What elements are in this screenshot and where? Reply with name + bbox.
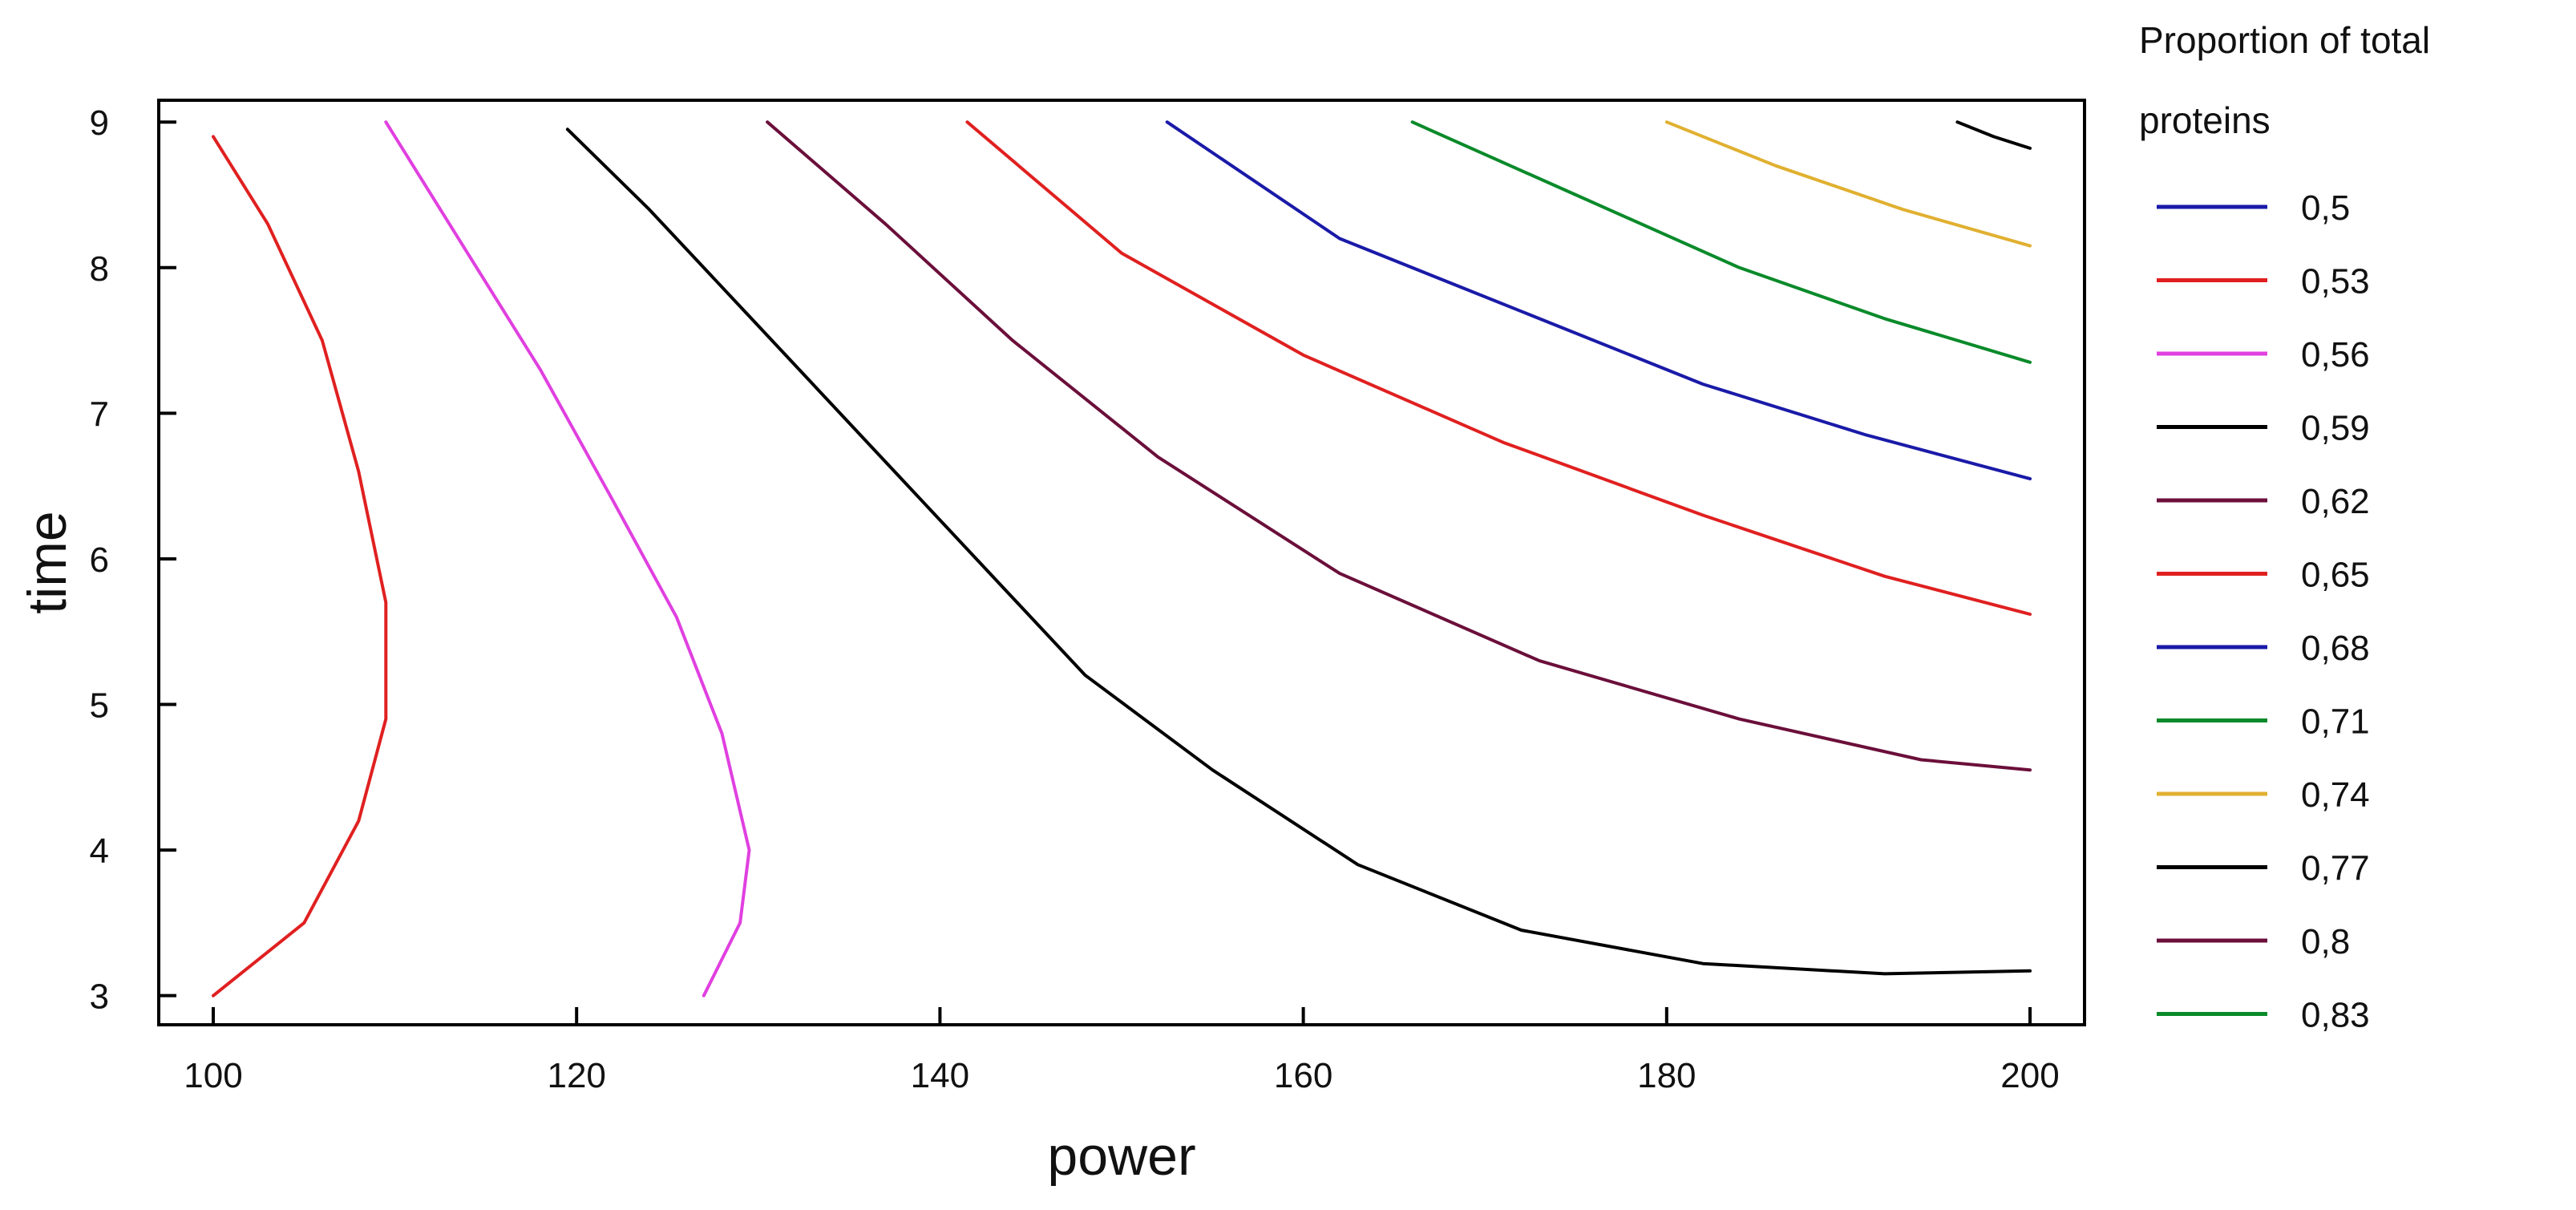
legend-label-2: 0,56 (2301, 335, 2370, 374)
y-axis-label: time (17, 511, 78, 613)
legend-label-4: 0,62 (2301, 482, 2370, 521)
y-tick-label-0: 3 (90, 977, 109, 1017)
y-tick-label-3: 6 (90, 540, 109, 580)
legend-title-line-2: proteins (2139, 99, 2271, 141)
contour-lines (212, 120, 2032, 998)
contour-line-5 (1165, 120, 2032, 481)
legend-label-6: 0,68 (2301, 629, 2370, 668)
x-axis-ticks: 100 120 140 160 180 200 (184, 1007, 2060, 1095)
contour-line-3 (766, 120, 2032, 772)
contour-line-7 (1664, 120, 2032, 248)
contour-line-2 (565, 127, 2032, 976)
x-tick-label-0: 100 (184, 1056, 242, 1095)
legend-label-5: 0,65 (2301, 556, 2370, 595)
plot-frame (157, 99, 2086, 1026)
legend-label-8: 0,74 (2301, 775, 2370, 815)
contour-line-4 (965, 120, 2032, 616)
y-tick-label-2: 5 (90, 686, 109, 726)
x-tick-label-4: 180 (1637, 1056, 1696, 1095)
legend-label-7: 0,71 (2301, 702, 2370, 742)
y-tick-label-1: 4 (90, 832, 109, 871)
legend-entries: 0,5 0,53 0,56 0,59 0,62 0,65 0,68 0,71 0,74 0,77 0… (2157, 188, 2370, 1035)
legend-label-11: 0,83 (2301, 996, 2370, 1035)
x-tick-label-3: 160 (1274, 1056, 1332, 1095)
y-tick-label-4: 7 (90, 395, 109, 434)
x-axis-label: power (1047, 1126, 1195, 1187)
x-tick-label-1: 120 (547, 1056, 605, 1095)
y-tick-label-6: 9 (90, 103, 109, 143)
y-tick-label-5: 8 (90, 249, 109, 289)
legend-label-3: 0,59 (2301, 409, 2370, 448)
legend-label-9: 0,77 (2301, 849, 2370, 888)
legend-label-0: 0,5 (2301, 188, 2350, 228)
contour-line-1 (384, 120, 751, 998)
y-axis-ticks: 3 4 5 6 7 8 9 (90, 103, 176, 1017)
contour-line-6 (1410, 120, 2032, 364)
legend-title-line-1: Proportion of total (2139, 19, 2430, 61)
x-tick-label-2: 140 (911, 1056, 969, 1095)
contour-line-0 (212, 135, 388, 998)
legend-label-10: 0,8 (2301, 922, 2350, 961)
contour-line-8 (1955, 120, 2032, 150)
x-tick-label-5: 200 (2000, 1056, 2059, 1095)
legend: Proportion of total proteins 0,5 0,53 0,56… (2139, 19, 2430, 1035)
legend-label-1: 0,53 (2301, 262, 2370, 301)
